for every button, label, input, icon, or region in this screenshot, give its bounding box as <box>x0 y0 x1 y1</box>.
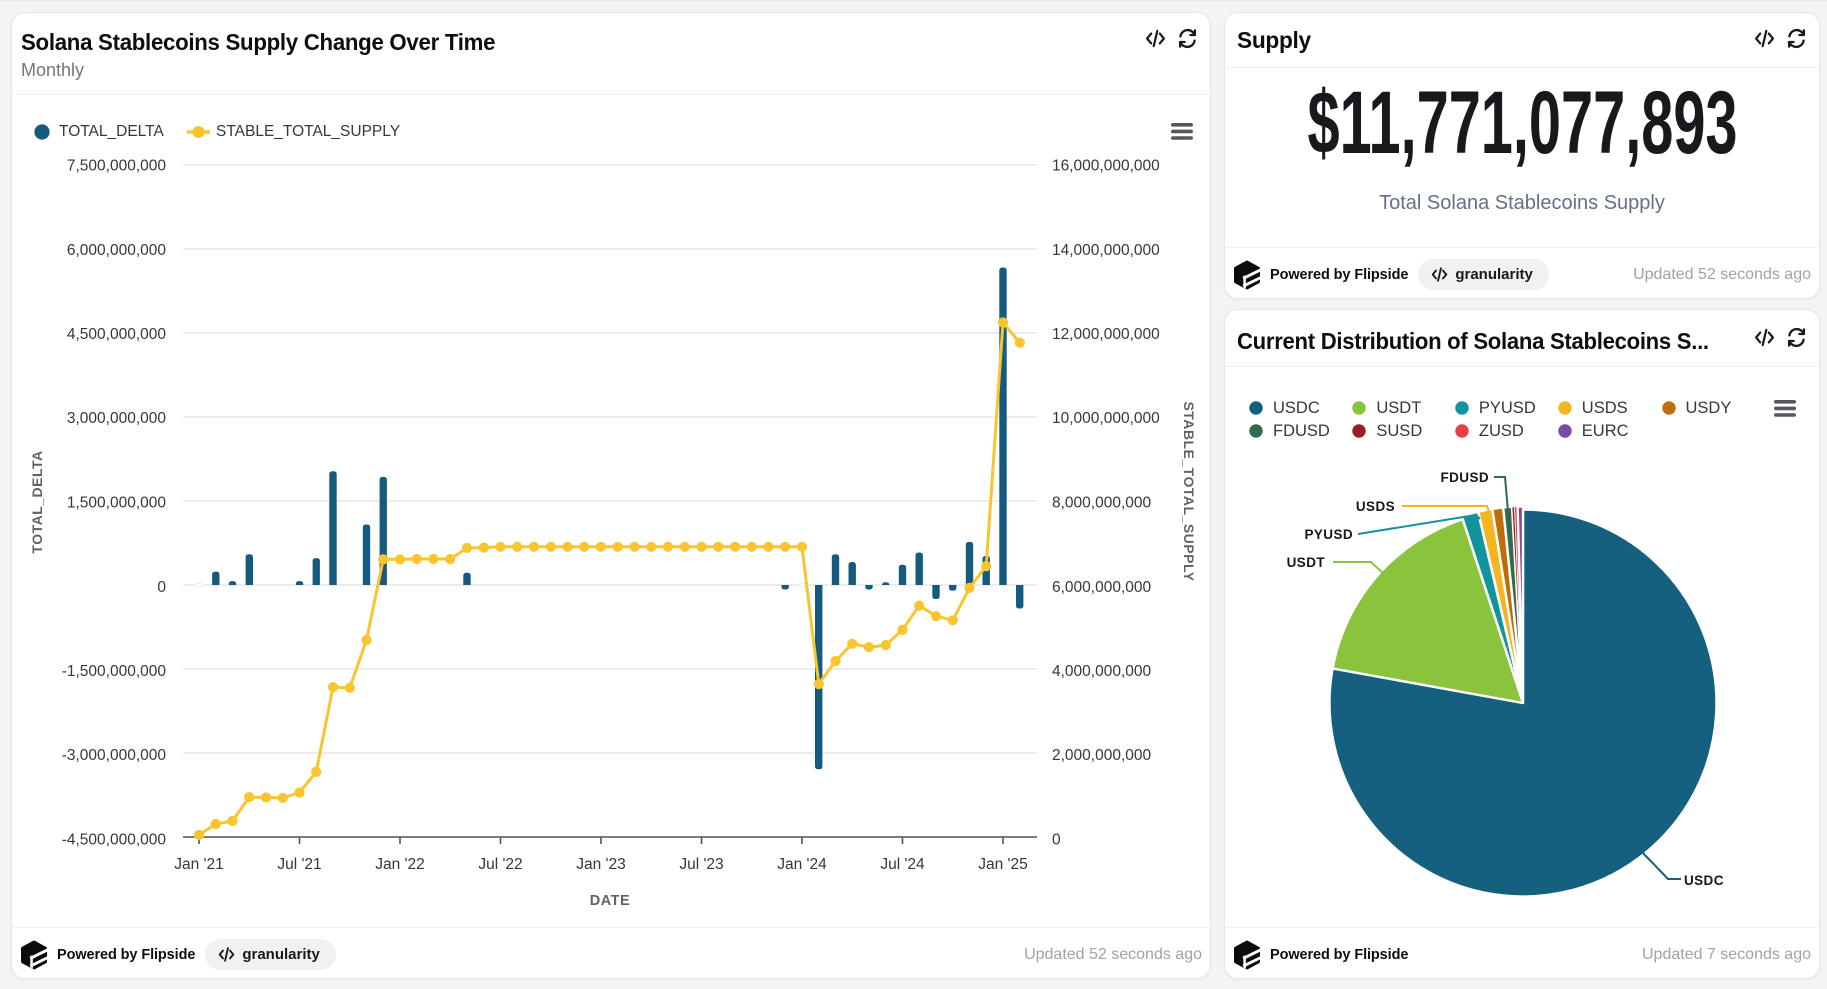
svg-text:6,000,000,000: 6,000,000,000 <box>67 242 167 259</box>
svg-text:Jul '21: Jul '21 <box>277 856 321 873</box>
svg-text:0: 0 <box>1052 832 1061 849</box>
svg-text:Jul '23: Jul '23 <box>679 856 723 873</box>
svg-text:FDUSD: FDUSD <box>1441 470 1490 485</box>
svg-text:Jan '21: Jan '21 <box>174 856 224 873</box>
svg-text:Jan '24: Jan '24 <box>777 856 827 873</box>
svg-text:Jul '24: Jul '24 <box>880 856 925 873</box>
svg-text:3,000,000,000: 3,000,000,000 <box>67 410 167 427</box>
svg-text:STABLE_TOTAL_SUPPLY: STABLE_TOTAL_SUPPLY <box>1181 401 1197 581</box>
svg-text:USDC: USDC <box>1684 873 1724 888</box>
svg-text:0: 0 <box>157 579 166 596</box>
svg-text:4,500,000,000: 4,500,000,000 <box>67 326 167 343</box>
svg-text:4,000,000,000: 4,000,000,000 <box>1052 663 1152 680</box>
svg-text:-3,000,000,000: -3,000,000,000 <box>62 747 167 764</box>
svg-text:$11,771,077,893: $11,771,077,893 <box>1308 72 1738 172</box>
svg-text:16,000,000,000: 16,000,000,000 <box>1052 158 1160 175</box>
svg-text:-4,500,000,000: -4,500,000,000 <box>62 832 167 849</box>
svg-text:6,000,000,000: 6,000,000,000 <box>1052 579 1152 596</box>
svg-text:2,000,000,000: 2,000,000,000 <box>1052 747 1152 764</box>
svg-text:USDS: USDS <box>1356 499 1395 514</box>
svg-text:DATE: DATE <box>590 893 630 909</box>
svg-text:Jan '25: Jan '25 <box>978 856 1028 873</box>
svg-text:10,000,000,000: 10,000,000,000 <box>1052 410 1160 427</box>
svg-text:Jan '23: Jan '23 <box>576 856 626 873</box>
svg-text:PYUSD: PYUSD <box>1304 527 1353 542</box>
svg-text:Jan '22: Jan '22 <box>375 856 425 873</box>
svg-text:USDT: USDT <box>1287 555 1326 570</box>
svg-text:12,000,000,000: 12,000,000,000 <box>1052 326 1160 343</box>
svg-text:1,500,000,000: 1,500,000,000 <box>67 495 167 512</box>
svg-text:14,000,000,000: 14,000,000,000 <box>1052 242 1160 259</box>
svg-text:8,000,000,000: 8,000,000,000 <box>1052 495 1152 512</box>
svg-text:7,500,000,000: 7,500,000,000 <box>67 158 167 175</box>
svg-text:Jul '22: Jul '22 <box>478 856 522 873</box>
svg-text:-1,500,000,000: -1,500,000,000 <box>62 663 167 680</box>
svg-text:TOTAL_DELTA: TOTAL_DELTA <box>29 450 45 553</box>
